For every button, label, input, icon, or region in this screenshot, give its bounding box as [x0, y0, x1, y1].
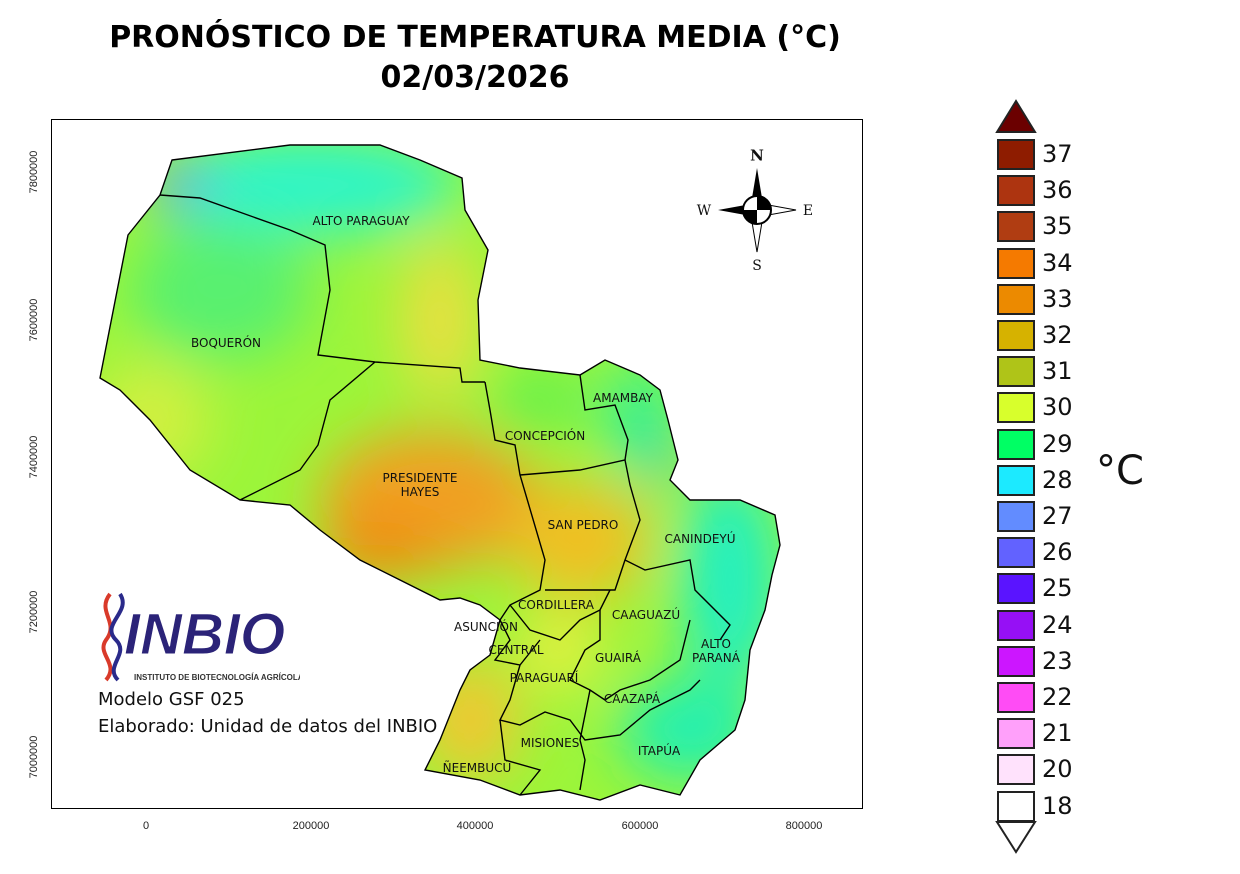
legend-label: 22 — [1042, 683, 1073, 711]
x-tick: 0 — [142, 820, 150, 832]
department-label: ÑEEMBUCÚ — [442, 761, 512, 775]
department-label: CAAZAPÁ — [603, 692, 661, 706]
legend-label: 25 — [1042, 574, 1073, 603]
legend-swatch — [997, 356, 1035, 388]
legend-under-arrow — [995, 821, 1037, 854]
legend-label: 23 — [1042, 646, 1073, 675]
department-label: AMAMBAY — [593, 391, 653, 405]
legend-swatch — [997, 392, 1035, 424]
x-tick: 400000 — [456, 820, 494, 832]
legend-swatch — [997, 754, 1035, 786]
legend-label: 35 — [1042, 212, 1073, 241]
legend-swatch — [997, 283, 1035, 315]
legend-label: 32 — [1042, 321, 1073, 349]
x-tick: 800000 — [785, 820, 823, 832]
compass-n: N — [750, 146, 764, 165]
department-label: PRESIDENTE HAYES — [382, 471, 458, 499]
legend-label: 36 — [1042, 176, 1073, 205]
department-label: CENTRAL — [488, 643, 544, 657]
legend-swatch — [997, 537, 1035, 569]
author-credit: Elaborado: Unidad de datos del INBIO — [98, 716, 438, 737]
legend-unit: °C — [1096, 448, 1144, 494]
legend-swatch — [997, 428, 1035, 460]
compass-rose — [718, 168, 797, 253]
department-label: ASUNCIÓN — [454, 620, 518, 634]
legend-label: 26 — [1042, 538, 1073, 567]
department-label: CORDILLERA — [518, 598, 594, 612]
department-boundaries — [99, 144, 781, 801]
department-label: MISIONES — [520, 736, 580, 750]
legend-label: 18 — [1042, 791, 1073, 820]
legend-swatch — [997, 211, 1035, 243]
legend-label: 20 — [1042, 755, 1073, 784]
legend-label: 37 — [1042, 140, 1073, 168]
legend-label: 29 — [1042, 429, 1073, 458]
legend-label: 27 — [1042, 502, 1073, 530]
legend-swatch — [997, 645, 1035, 677]
logo-wordmark: INBIO — [124, 602, 285, 667]
legend-over-arrow — [995, 99, 1037, 133]
department-label: ITAPÚA — [637, 744, 681, 758]
legend-label: 34 — [1042, 248, 1073, 277]
legend-swatch — [997, 501, 1035, 532]
legend-swatch — [997, 609, 1035, 641]
legend-label: 30 — [1042, 393, 1073, 422]
department-label: BOQUERÓN — [190, 336, 262, 350]
y-tick: 7200000 — [28, 590, 40, 634]
legend-label: 28 — [1042, 465, 1073, 494]
legend-label: 31 — [1042, 357, 1073, 386]
inbio-logo: INBIO INSTITUTO DE BIOTECNOLOGÍA AGRÍCOL… — [96, 592, 304, 684]
y-tick: 7600000 — [28, 298, 40, 342]
department-label: CAAGUAZÚ — [611, 608, 681, 622]
department-label: ALTO PARANÁ — [692, 637, 740, 665]
x-tick: 200000 — [292, 820, 330, 832]
legend-label: 24 — [1042, 610, 1073, 639]
legend-swatch — [997, 320, 1035, 351]
y-tick: 7000000 — [28, 735, 40, 779]
legend-swatch — [997, 573, 1035, 605]
model-credit: Modelo GSF 025 — [98, 689, 245, 710]
department-label: CANINDEYÚ — [664, 532, 736, 546]
department-label: GUAIRÁ — [595, 651, 641, 665]
department-label: CONCEPCIÓN — [504, 429, 586, 443]
y-tick: 7400000 — [28, 435, 40, 479]
y-tick: 7800000 — [28, 150, 40, 194]
logo-subtitle: INSTITUTO DE BIOTECNOLOGÍA AGRÍCOLA — [134, 673, 300, 682]
compass-e: E — [802, 203, 814, 219]
legend-swatch — [997, 790, 1035, 822]
legend-label: 21 — [1042, 719, 1073, 748]
department-label: SAN PEDRO — [547, 518, 619, 532]
legend-swatch — [997, 175, 1035, 207]
legend-swatch — [997, 682, 1035, 713]
legend-swatch — [997, 139, 1035, 170]
department-label: PARAGUARÍ — [509, 671, 579, 685]
legend-label: 33 — [1042, 284, 1073, 313]
map-date: 02/03/2026 — [380, 60, 570, 95]
x-tick: 600000 — [621, 820, 659, 832]
map-frame — [51, 119, 863, 809]
legend-swatch — [997, 464, 1035, 496]
compass-w: W — [696, 203, 712, 219]
map-title: PRONÓSTICO DE TEMPERATURA MEDIA (°C) — [109, 20, 841, 55]
compass-s: S — [752, 258, 762, 274]
legend-swatch — [997, 718, 1035, 750]
department-label: ALTO PARAGUAY — [312, 214, 410, 228]
legend-swatch — [997, 247, 1035, 279]
